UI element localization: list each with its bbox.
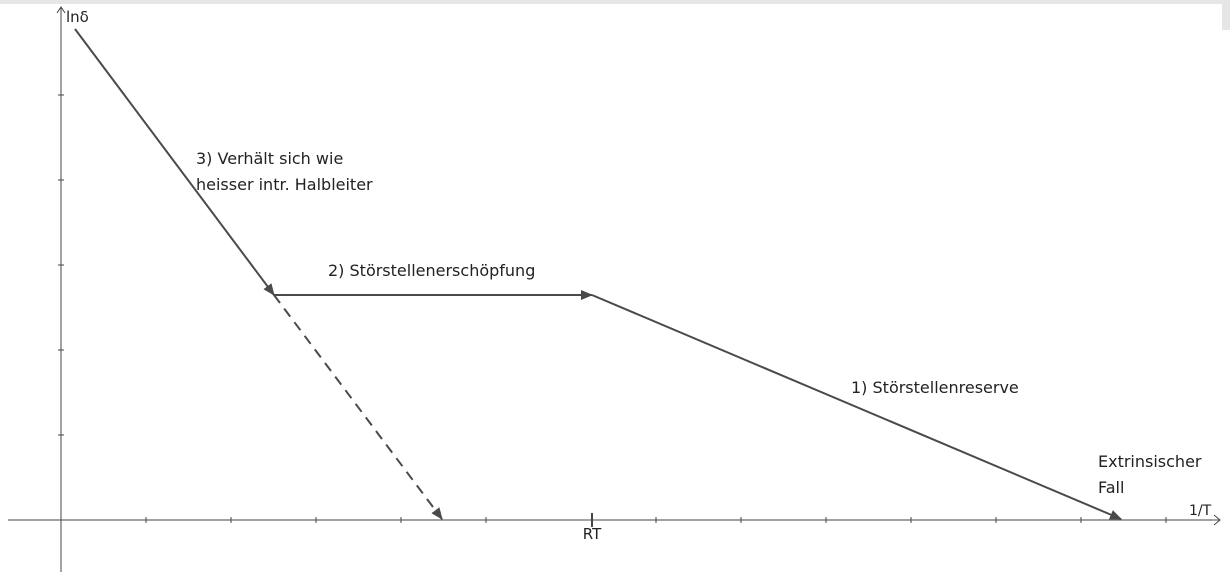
x-ticks (145, 517, 1167, 523)
x-axis-label: 1/T (1189, 503, 1212, 519)
y-axis-label: lnδ (66, 8, 89, 26)
extrinsic-annotation-line2: Fall (1098, 478, 1124, 497)
intrinsic-line (74, 28, 275, 296)
top-border (0, 0, 1230, 4)
intrinsic-extension-dashed-line (273, 294, 443, 520)
x-axis-arrow-icon (1213, 514, 1221, 526)
corner-shadow (1222, 0, 1230, 30)
exhaustion-annotation: 2) Störstellenerschöpfung (328, 261, 535, 280)
y-ticks (58, 94, 64, 436)
intrinsic-annotation-line1: 3) Verhält sich wie (196, 149, 343, 168)
reserve-annotation: 1) Störstellenreserve (851, 378, 1019, 397)
y-axis-arrow-icon (56, 6, 66, 14)
intrinsic-annotation-line2: heisser intr. Halbleiter (196, 175, 373, 194)
reserve-line (591, 294, 1122, 520)
extrinsic-annotation-line1: Extrinsischer (1098, 452, 1202, 471)
rt-label: RT (583, 525, 602, 543)
axes (8, 6, 1221, 572)
